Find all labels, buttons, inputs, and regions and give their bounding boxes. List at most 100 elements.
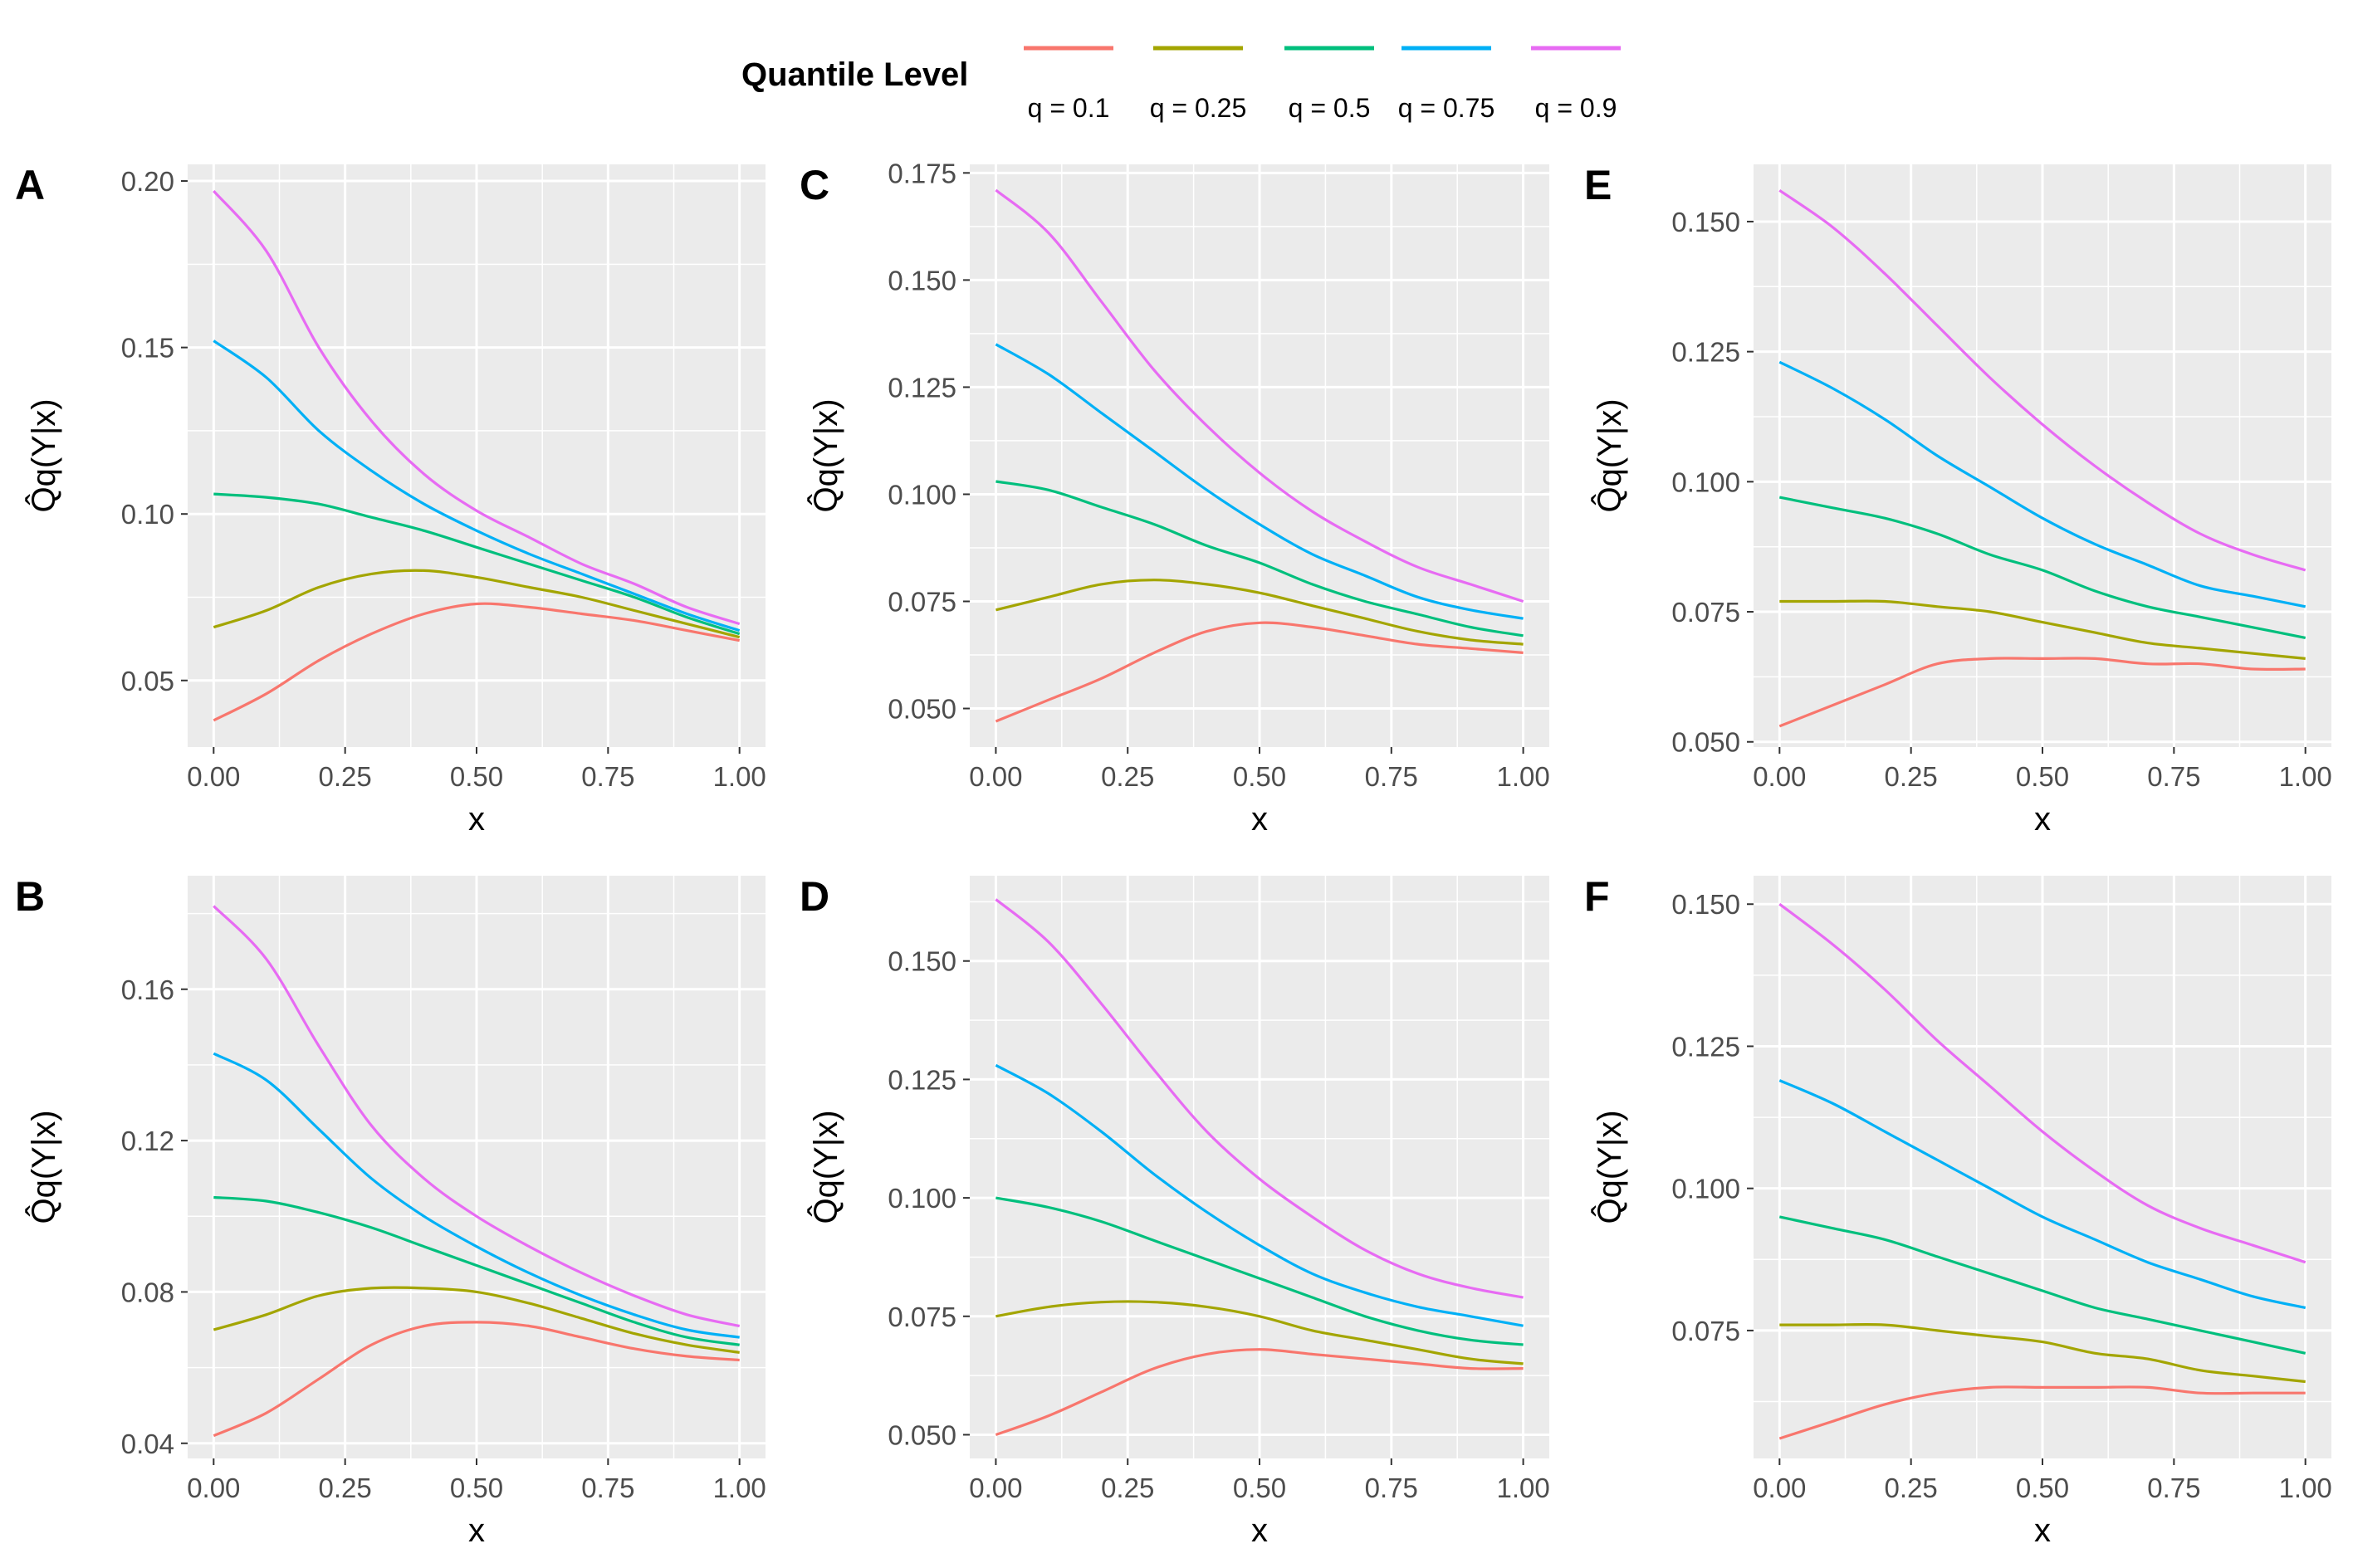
legend-item: q = 0.75 (1398, 46, 1495, 123)
x-tick-label: 0.50 (2016, 1473, 2069, 1503)
x-tick-label: 0.75 (581, 761, 634, 792)
legend-item: q = 0.1 (1024, 46, 1113, 123)
series-line-2 (996, 579, 1524, 646)
x-tick-label: 0.25 (1101, 761, 1154, 792)
x-tick-label: 0.00 (1753, 761, 1806, 792)
x-tick-label: 1.00 (1496, 1473, 1549, 1503)
series-line-4 (1778, 1079, 2307, 1310)
y-axis-title: Q̂q(Y|x) (24, 398, 62, 512)
y-tick-label: 0.125 (1671, 1031, 1740, 1062)
y-tick-label: 0.125 (888, 1064, 956, 1095)
x-tick-label: 0.00 (1753, 1473, 1806, 1503)
legend-label: q = 0.9 (1535, 93, 1617, 123)
x-axis-title: x (468, 1512, 485, 1549)
y-tick-label: 0.100 (888, 479, 956, 510)
x-tick-label: 1.00 (713, 1473, 766, 1503)
legend-label: q = 0.5 (1289, 93, 1371, 123)
y-tick-label: 0.150 (1671, 207, 1740, 237)
x-tick-label: 0.50 (450, 761, 503, 792)
panel-letter: E (1584, 162, 1612, 208)
series-line-3 (1778, 496, 2307, 639)
x-tick-label: 0.00 (969, 761, 1022, 792)
y-axis-title: Q̂q(Y|x) (1590, 398, 1628, 512)
series-line-4 (995, 343, 1524, 620)
series-line-2 (213, 569, 741, 639)
series-line-4 (213, 339, 741, 633)
series-line-5 (213, 905, 741, 1328)
y-axis-title: Q̂q(Y|x) (806, 1110, 844, 1224)
series-line-2 (213, 1286, 740, 1354)
panel-letter: A (15, 162, 45, 208)
series-line-3 (213, 492, 741, 636)
y-tick-label: 0.04 (121, 1429, 174, 1459)
series-line-1 (995, 1348, 1524, 1437)
series-line-1 (995, 621, 1524, 723)
y-axis-title: Q̂q(Y|x) (1590, 1110, 1628, 1224)
panel-d: D 0.00 0.25 0.50 0.75 1.00 0.050 0.075 0.100 0.12… (800, 873, 1550, 1549)
y-tick-label: 0.050 (888, 1419, 956, 1450)
x-tick-label: 0.00 (969, 1473, 1022, 1503)
series-line-5 (995, 188, 1524, 603)
x-tick-label: 0.25 (319, 761, 372, 792)
series-line-4 (213, 1052, 740, 1339)
series-line-3 (996, 1196, 1524, 1346)
legend-label: q = 0.75 (1398, 93, 1495, 123)
x-tick-label: 0.75 (2147, 1473, 2200, 1503)
y-tick-label: 0.12 (121, 1126, 174, 1156)
series-line-5 (1778, 902, 2307, 1264)
x-tick-label: 0.25 (1101, 1473, 1154, 1503)
y-tick-label: 0.125 (888, 372, 956, 403)
panel-c: C 0.00 0.25 0.50 0.75 1.00 0.050 0.075 0.100 0.12… (800, 158, 1550, 838)
legend-item: q = 0.9 (1531, 46, 1621, 123)
x-tick-label: 1.00 (2279, 761, 2332, 792)
series-line-3 (1778, 1215, 2307, 1355)
series-line-2 (1779, 599, 2306, 660)
x-tick-label: 1.00 (1496, 761, 1549, 792)
x-tick-label: 0.75 (581, 1473, 634, 1503)
panel-letter: D (800, 873, 829, 920)
y-tick-label: 0.125 (1671, 337, 1740, 368)
series-line-3 (996, 480, 1524, 637)
series-line-3 (213, 1195, 740, 1346)
x-tick-label: 1.00 (2279, 1473, 2332, 1503)
y-tick-label: 0.15 (121, 333, 174, 364)
panels: A 0.00 0.25 0.50 0.75 1.00 0.05 0.10 0.15 0.20 x Q̂… (15, 158, 2332, 1549)
x-tick-label: 0.25 (1885, 1473, 1938, 1503)
y-tick-label: 0.100 (888, 1183, 956, 1214)
x-axis-title: x (1251, 1512, 1268, 1549)
x-tick-label: 0.75 (1365, 761, 1418, 792)
y-tick-label: 0.16 (121, 975, 174, 1005)
x-tick-label: 0.50 (1233, 1473, 1286, 1503)
x-tick-label: 0.00 (187, 761, 240, 792)
series-line-1 (1778, 1385, 2306, 1440)
y-tick-label: 0.10 (121, 499, 174, 530)
x-tick-label: 0.50 (2016, 761, 2069, 792)
y-tick-label: 0.08 (121, 1277, 174, 1307)
x-tick-label: 0.25 (1885, 761, 1938, 792)
series-line-2 (1779, 1322, 2306, 1384)
legend-items: q = 0.1 q = 0.25 q = 0.5 q = 0.75 q = 0.9 (1024, 46, 1621, 123)
y-tick-label: 0.175 (888, 158, 956, 188)
series-line-5 (213, 190, 741, 626)
series-line-2 (996, 1300, 1524, 1365)
x-tick-label: 0.75 (2147, 761, 2200, 792)
y-tick-label: 0.075 (1671, 1316, 1740, 1346)
x-axis-title: x (2034, 801, 2051, 838)
series-line-4 (1778, 360, 2307, 608)
series-line-5 (995, 898, 1524, 1299)
y-axis-title: Q̂q(Y|x) (24, 1110, 62, 1224)
legend-title: Quantile Level (741, 56, 968, 93)
legend-label: q = 0.1 (1028, 93, 1110, 123)
x-tick-label: 0.25 (319, 1473, 372, 1503)
y-axis-title: Q̂q(Y|x) (806, 398, 844, 512)
y-tick-label: 0.075 (888, 587, 956, 618)
y-tick-label: 0.150 (1671, 889, 1740, 920)
series-line-1 (213, 602, 740, 722)
panel-letter: C (800, 162, 829, 208)
x-tick-label: 0.50 (450, 1473, 503, 1503)
x-axis-title: x (2034, 1512, 2051, 1549)
panel-e: E 0.00 0.25 0.50 0.75 1.00 0.050 0.075 0.100 0.12… (1584, 162, 2332, 838)
y-tick-label: 0.050 (1671, 727, 1740, 758)
